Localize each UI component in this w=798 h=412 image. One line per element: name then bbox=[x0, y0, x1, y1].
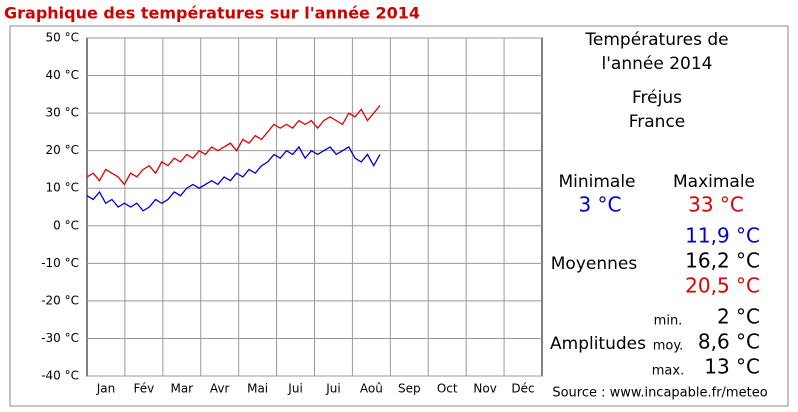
x-tick-label: Avr bbox=[210, 382, 230, 396]
y-tick-label: -10 °C bbox=[41, 256, 79, 270]
max-label: Maximale bbox=[673, 172, 755, 192]
panel-heading: Températures de bbox=[584, 30, 728, 50]
y-tick-label: 40 °C bbox=[46, 68, 79, 82]
x-tick-label: Jan bbox=[96, 382, 116, 396]
means-label: Moyennes bbox=[551, 254, 638, 274]
panel-place: France bbox=[629, 112, 686, 132]
y-tick-label: 50 °C bbox=[46, 31, 79, 45]
x-tick-label: Jui bbox=[325, 382, 340, 396]
amp-name: moy. bbox=[653, 339, 684, 354]
chart-title: Graphique des températures sur l'année 2… bbox=[4, 4, 420, 23]
panel-heading: l'année 2014 bbox=[602, 54, 713, 74]
amp-label: Amplitudes bbox=[550, 334, 646, 354]
mean-value: 11,9 °C bbox=[685, 224, 760, 248]
x-tick-label: Oct bbox=[437, 382, 458, 396]
amp-value: 2 °C bbox=[717, 305, 760, 329]
panel-place: Fréjus bbox=[632, 88, 682, 108]
y-tick-label: -40 °C bbox=[41, 369, 79, 383]
min-value: 3 °C bbox=[578, 193, 621, 217]
amp-value: 8,6 °C bbox=[698, 330, 760, 354]
x-tick-label: Fév bbox=[134, 382, 155, 396]
min-label: Minimale bbox=[558, 172, 635, 192]
x-tick-label: Mar bbox=[170, 382, 193, 396]
y-tick-label: -20 °C bbox=[41, 293, 79, 307]
amp-value: 13 °C bbox=[704, 355, 760, 379]
y-tick-label: 30 °C bbox=[46, 106, 79, 120]
amp-name: max. bbox=[652, 364, 684, 379]
series-line bbox=[86, 105, 381, 186]
y-tick-label: 10 °C bbox=[46, 181, 79, 195]
max-value: 33 °C bbox=[688, 193, 744, 217]
mean-value: 16,2 °C bbox=[685, 249, 760, 273]
x-tick-label: Aoû bbox=[360, 382, 383, 396]
panel: Températures de l'année 2014 Fréjus Fran… bbox=[550, 30, 768, 401]
x-tick-label: Déc bbox=[511, 382, 534, 396]
x-tick-label: Nov bbox=[473, 382, 496, 396]
amp-name: min. bbox=[654, 314, 683, 329]
x-tick-label: Sep bbox=[398, 382, 421, 396]
source: Source : www.incapable.fr/meteo bbox=[552, 386, 767, 401]
y-tick-label: -30 °C bbox=[41, 331, 79, 345]
series-line bbox=[86, 145, 381, 212]
mean-value: 20,5 °C bbox=[685, 274, 760, 298]
x-tick-label: Jui bbox=[287, 382, 302, 396]
x-tick-label: Mai bbox=[247, 382, 268, 396]
y-tick-label: 20 °C bbox=[46, 143, 79, 157]
y-tick-label: 0 °C bbox=[53, 218, 79, 232]
